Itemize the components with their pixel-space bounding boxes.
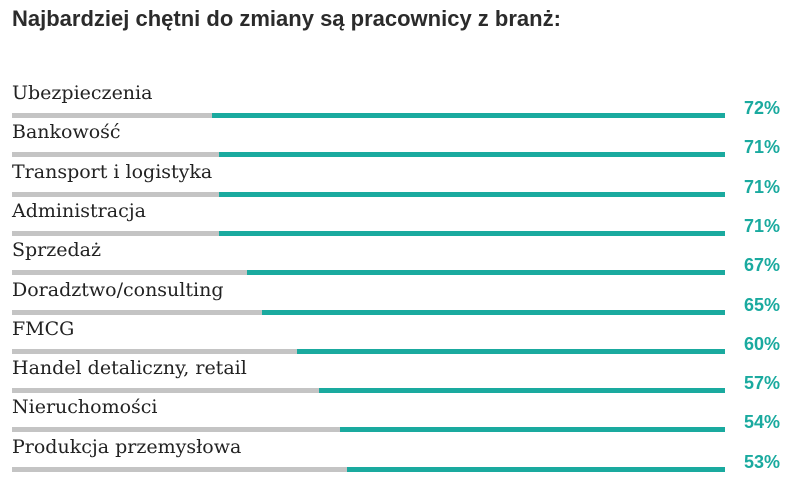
value-label: 65% [743,295,780,315]
bar-row: FMCG 60% [0,318,788,358]
value-label: 71% [743,216,780,236]
chart-title: Najbardziej chętni do zmiany są pracowni… [12,6,561,31]
bar-row: Nieruchomości 54% [0,396,788,436]
category-label: Handel detaliczny, retail [12,357,247,379]
bar-track [12,113,725,118]
bar-row: Produkcja przemysłowa 53% [0,436,788,476]
bar-row: Bankowość 71% [0,121,788,161]
category-label: Bankowość [12,121,121,143]
bar-track [12,231,725,236]
bar-track [12,388,725,393]
bar-fill [297,349,725,354]
bar-fill [347,467,725,472]
category-label: Produkcja przemysłowa [12,436,242,458]
bar-fill [218,231,725,236]
category-label: Transport i logistyka [12,161,213,183]
value-label: 71% [743,177,780,197]
bar-row: Handel detaliczny, retail 57% [0,357,788,397]
category-label: Doradztwo/consulting [12,279,224,301]
bar-row: Sprzedaż 67% [0,239,788,279]
value-label: 72% [743,98,780,118]
value-label: 54% [743,412,780,432]
category-label: Ubezpieczenia [12,82,153,104]
category-label: Administracja [12,200,146,222]
value-label: 71% [743,137,780,157]
value-label: 53% [743,452,780,472]
bar-row: Doradztwo/consulting 65% [0,279,788,319]
bar-fill [247,270,725,275]
value-label: 60% [743,334,780,354]
bar-fill [261,310,725,315]
bar-track [12,270,725,275]
bar-track [12,427,725,432]
bar-row: Ubezpieczenia 72% [0,82,788,122]
value-label: 57% [743,373,780,393]
bar-fill [318,388,725,393]
bar-fill [218,152,725,157]
bar-fill [339,427,725,432]
category-label: Nieruchomości [12,396,158,418]
category-label: FMCG [12,318,75,340]
value-label: 67% [743,255,780,275]
bar-track [12,349,725,354]
bar-fill [211,113,725,118]
bar-track [12,467,725,472]
bar-fill [218,192,725,197]
bar-row: Transport i logistyka 71% [0,161,788,201]
bar-track [12,152,725,157]
bar-row: Administracja 71% [0,200,788,240]
category-label: Sprzedaż [12,239,102,261]
bar-track [12,192,725,197]
bar-track [12,310,725,315]
